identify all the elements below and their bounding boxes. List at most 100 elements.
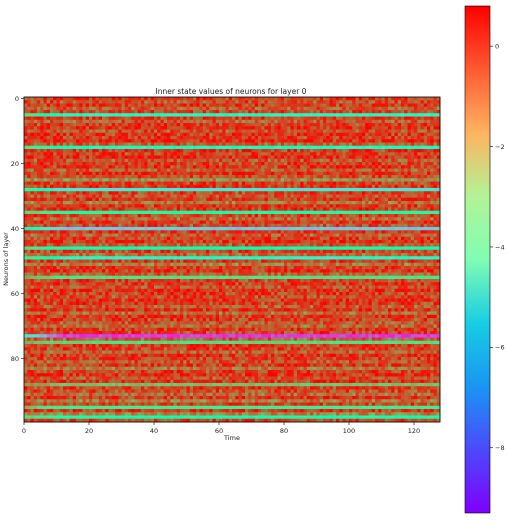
- heatmap-cell: [50, 123, 54, 127]
- heatmap-cell: [76, 194, 80, 199]
- heatmap-cell: [232, 214, 236, 218]
- heatmap-cell: [248, 162, 252, 166]
- heatmap-cell: [167, 207, 171, 212]
- heatmap-cell: [111, 210, 116, 215]
- heatmap-cell: [277, 210, 282, 215]
- heatmap-cell: [33, 188, 38, 192]
- heatmap-cell: [433, 136, 438, 140]
- heatmap-cell: [124, 197, 129, 202]
- heatmap-cell: [92, 142, 96, 147]
- heatmap-cell: [368, 197, 373, 202]
- heatmap-cell: [254, 165, 259, 169]
- heatmap-cell: [293, 168, 298, 173]
- heatmap-cell: [85, 123, 90, 127]
- heatmap-cell: [423, 145, 428, 150]
- heatmap-cell: [326, 184, 330, 189]
- heatmap-cell: [310, 181, 314, 186]
- heatmap-cell: [154, 207, 158, 212]
- heatmap-cell: [118, 100, 122, 104]
- heatmap-cell: [225, 152, 230, 156]
- heatmap-cell: [92, 103, 96, 108]
- heatmap-cell: [50, 116, 54, 121]
- heatmap-cell: [150, 126, 155, 130]
- heatmap-cell: [150, 168, 155, 173]
- heatmap-cell: [85, 113, 90, 117]
- heatmap-cell: [206, 210, 210, 215]
- heatmap-cell: [232, 139, 236, 143]
- heatmap-cell: [202, 165, 207, 169]
- heatmap-cell: [313, 210, 317, 215]
- heatmap-cell: [206, 175, 210, 179]
- heatmap-cell: [420, 204, 425, 208]
- heatmap-cell: [27, 119, 31, 124]
- heatmap-cell: [79, 145, 83, 150]
- heatmap-cell: [345, 149, 350, 153]
- heatmap-cell: [189, 178, 194, 182]
- heatmap-cell: [180, 201, 184, 205]
- heatmap-cell: [95, 149, 100, 153]
- heatmap-cell: [63, 207, 67, 212]
- heatmap-cell: [196, 149, 200, 153]
- heatmap-cell: [433, 171, 438, 176]
- heatmap-cell: [384, 201, 389, 205]
- heatmap-cell: [141, 210, 145, 215]
- heatmap-cell: [79, 158, 83, 163]
- heatmap-cell: [388, 165, 392, 169]
- heatmap-cell: [222, 100, 226, 104]
- heatmap-cell: [365, 210, 369, 215]
- heatmap-cell: [388, 210, 392, 215]
- heatmap-cell: [170, 119, 174, 124]
- heatmap-cell: [254, 188, 259, 192]
- heatmap-cell: [394, 103, 399, 108]
- heatmap-cell: [238, 178, 243, 182]
- heatmap-cell: [121, 210, 126, 215]
- heatmap-cell: [284, 106, 288, 111]
- heatmap-cell: [40, 168, 44, 173]
- heatmap-cell: [310, 152, 314, 156]
- heatmap-cell: [339, 168, 343, 173]
- heatmap-cell: [241, 207, 246, 212]
- heatmap-cell: [76, 162, 80, 166]
- heatmap-cell: [144, 158, 148, 163]
- heatmap-cell: [336, 110, 340, 114]
- heatmap-cell: [92, 162, 96, 166]
- heatmap-cell: [222, 126, 226, 130]
- heatmap-cell: [362, 155, 366, 160]
- heatmap-cell: [287, 123, 291, 127]
- heatmap-cell: [82, 152, 87, 156]
- heatmap-cell: [241, 142, 246, 147]
- heatmap-cell: [108, 119, 113, 124]
- heatmap-cell: [102, 194, 106, 199]
- heatmap-cell: [404, 178, 408, 182]
- heatmap-cell: [352, 119, 356, 124]
- heatmap-cell: [323, 171, 327, 176]
- heatmap-cell: [50, 165, 54, 169]
- heatmap-cell: [56, 194, 61, 199]
- heatmap-cell: [274, 123, 278, 127]
- heatmap-cell: [37, 210, 41, 215]
- heatmap-cell: [368, 149, 373, 153]
- heatmap-cell: [241, 103, 246, 108]
- heatmap-cell: [215, 142, 220, 147]
- heatmap-cell: [137, 201, 142, 205]
- heatmap-cell: [271, 149, 275, 153]
- heatmap-cell: [150, 214, 155, 218]
- heatmap-cell: [287, 210, 291, 215]
- heatmap-cell: [251, 142, 256, 147]
- heatmap-cell: [332, 210, 337, 215]
- heatmap-cell: [326, 214, 330, 218]
- heatmap-cell: [368, 106, 373, 111]
- heatmap-cell: [284, 116, 288, 121]
- heatmap-cell: [46, 110, 51, 114]
- heatmap-cell: [365, 197, 369, 202]
- heatmap-cell: [323, 97, 327, 101]
- heatmap-cell: [79, 116, 83, 121]
- heatmap-cell: [95, 220, 100, 225]
- heatmap-cell: [66, 165, 70, 169]
- heatmap-cell: [378, 106, 382, 111]
- heatmap-cell: [222, 155, 226, 160]
- heatmap-cell: [85, 165, 90, 169]
- heatmap-cell: [167, 132, 171, 137]
- heatmap-cell: [157, 123, 161, 127]
- heatmap-cell: [394, 171, 399, 176]
